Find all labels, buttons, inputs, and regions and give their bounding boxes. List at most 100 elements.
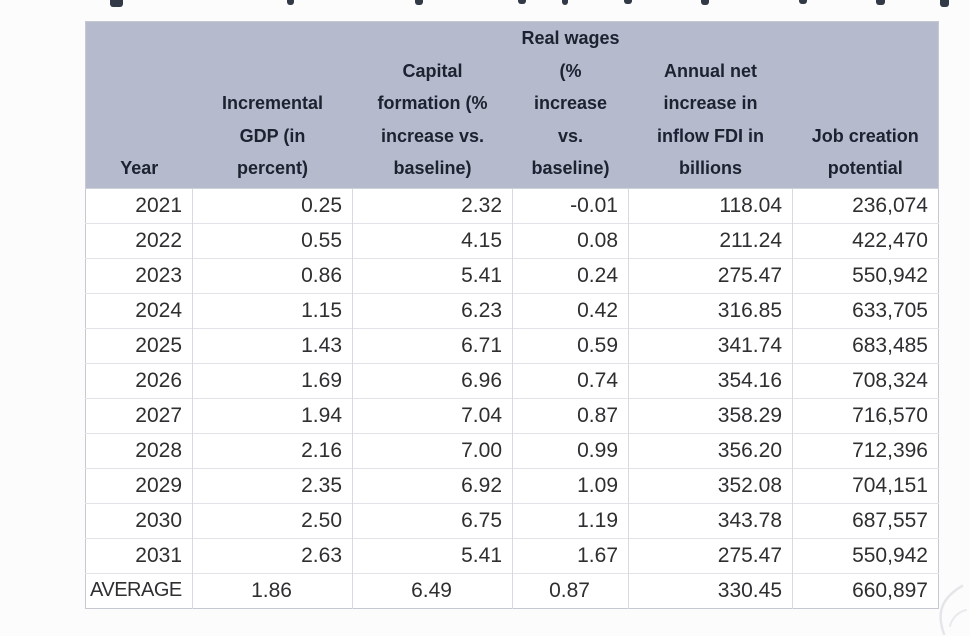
table-row: 2027 1.94 7.04 0.87 358.29 716,570: [85, 397, 939, 434]
cell-wages: 0.24: [512, 257, 629, 294]
cell-year: 2021: [85, 187, 193, 224]
cell-year: 2023: [85, 257, 193, 294]
cell-year: 2022: [85, 222, 193, 259]
cell-jobs: 712,396: [792, 432, 939, 469]
cell-wages: 0.99: [512, 432, 629, 469]
table-row: 2026 1.69 6.96 0.74 354.16 708,324: [85, 362, 939, 399]
cell-gdp: 1.69: [192, 362, 353, 399]
cell-jobs: 704,151: [792, 467, 939, 504]
cell-fdi: 356.20: [628, 432, 793, 469]
table-row: 2022 0.55 4.15 0.08 211.24 422,470: [85, 222, 939, 259]
cell-wages: 0.42: [512, 292, 629, 329]
cell-fdi: 275.47: [628, 537, 793, 574]
cell-gdp: 0.25: [192, 187, 353, 224]
cell-capital: 6.49: [352, 572, 513, 609]
cell-gdp: 2.35: [192, 467, 353, 504]
cell-year: 2026: [85, 362, 193, 399]
cropped-text-artifact: [701, 0, 709, 5]
cell-gdp: 1.94: [192, 397, 353, 434]
cell-jobs: 550,942: [792, 257, 939, 294]
cell-gdp: 1.86: [192, 572, 353, 609]
cell-capital: 5.41: [352, 257, 513, 294]
cell-year: 2029: [85, 467, 193, 504]
cell-fdi: 118.04: [628, 187, 793, 224]
cell-capital: 2.32: [352, 187, 513, 224]
table-row: 2030 2.50 6.75 1.19 343.78 687,557: [85, 502, 939, 539]
cell-gdp: 1.43: [192, 327, 353, 364]
cell-year: 2028: [85, 432, 193, 469]
cell-gdp: 0.55: [192, 222, 353, 259]
table-row: 2025 1.43 6.71 0.59 341.74 683,485: [85, 327, 939, 364]
cell-jobs: 550,942: [792, 537, 939, 574]
watermark-curve: [939, 584, 967, 636]
cell-capital: 6.75: [352, 502, 513, 539]
cell-jobs: 660,897: [792, 572, 939, 609]
cell-jobs: 633,705: [792, 292, 939, 329]
cell-fdi: 352.08: [628, 467, 793, 504]
cell-capital: 4.15: [352, 222, 513, 259]
column-header-fdi: Annual net increase in inflow FDI in bil…: [628, 21, 793, 189]
cell-wages: 0.08: [512, 222, 629, 259]
cell-fdi: 316.85: [628, 292, 793, 329]
cell-capital: 5.41: [352, 537, 513, 574]
table-row-average: AVERAGE 1.86 6.49 0.87 330.45 660,897: [85, 572, 939, 609]
cell-fdi: 330.45: [628, 572, 793, 609]
cell-wages: 0.59: [512, 327, 629, 364]
cell-fdi: 211.24: [628, 222, 793, 259]
cropped-text-artifact: [799, 0, 807, 4]
cell-wages: 0.74: [512, 362, 629, 399]
cell-jobs: 236,074: [792, 187, 939, 224]
cell-wages: 1.19: [512, 502, 629, 539]
cell-wages: 1.09: [512, 467, 629, 504]
cell-capital: 7.04: [352, 397, 513, 434]
cell-year: 2025: [85, 327, 193, 364]
cell-jobs: 716,570: [792, 397, 939, 434]
cropped-text-artifact: [876, 0, 885, 5]
cell-fdi: 341.74: [628, 327, 793, 364]
cropped-text-artifact: [415, 0, 423, 5]
cropped-text-artifact: [110, 0, 123, 7]
cropped-text-artifact: [940, 0, 949, 7]
cell-year: 2027: [85, 397, 193, 434]
table-row: 2031 2.63 5.41 1.67 275.47 550,942: [85, 537, 939, 574]
cropped-text-artifact: [287, 0, 294, 5]
cell-year: 2031: [85, 537, 193, 574]
cell-gdp: 2.63: [192, 537, 353, 574]
cell-fdi: 275.47: [628, 257, 793, 294]
cell-year: AVERAGE: [85, 572, 193, 609]
cell-capital: 6.96: [352, 362, 513, 399]
cell-jobs: 708,324: [792, 362, 939, 399]
cell-capital: 6.71: [352, 327, 513, 364]
cell-year: 2024: [85, 292, 193, 329]
cell-fdi: 343.78: [628, 502, 793, 539]
cell-fdi: 358.29: [628, 397, 793, 434]
cell-year: 2030: [85, 502, 193, 539]
cell-wages: 0.87: [512, 572, 629, 609]
cropped-text-artifact: [562, 0, 568, 5]
cell-jobs: 422,470: [792, 222, 939, 259]
cell-capital: 7.00: [352, 432, 513, 469]
table-row: 2024 1.15 6.23 0.42 316.85 633,705: [85, 292, 939, 329]
cell-gdp: 2.50: [192, 502, 353, 539]
cropped-text-artifact: [624, 0, 632, 4]
column-header-wages: Real wages (% increase vs. baseline): [512, 21, 629, 189]
cell-wages: -0.01: [512, 187, 629, 224]
cell-capital: 6.23: [352, 292, 513, 329]
cell-jobs: 683,485: [792, 327, 939, 364]
cell-gdp: 0.86: [192, 257, 353, 294]
column-header-jobs: Job creation potential: [792, 21, 939, 189]
cell-fdi: 354.16: [628, 362, 793, 399]
cell-wages: 1.67: [512, 537, 629, 574]
cell-gdp: 2.16: [192, 432, 353, 469]
table-row: 2029 2.35 6.92 1.09 352.08 704,151: [85, 467, 939, 504]
table-row: 2023 0.86 5.41 0.24 275.47 550,942: [85, 257, 939, 294]
cell-gdp: 1.15: [192, 292, 353, 329]
table-header-row: Year Incremental GDP (in percent) Capital …: [85, 21, 939, 189]
column-header-year: Year: [85, 21, 193, 189]
economic-impact-table: Year Incremental GDP (in percent) Capital …: [85, 21, 939, 609]
cell-jobs: 687,557: [792, 502, 939, 539]
cropped-text-artifact: [518, 0, 526, 4]
cell-wages: 0.87: [512, 397, 629, 434]
column-header-gdp: Incremental GDP (in percent): [192, 21, 353, 189]
